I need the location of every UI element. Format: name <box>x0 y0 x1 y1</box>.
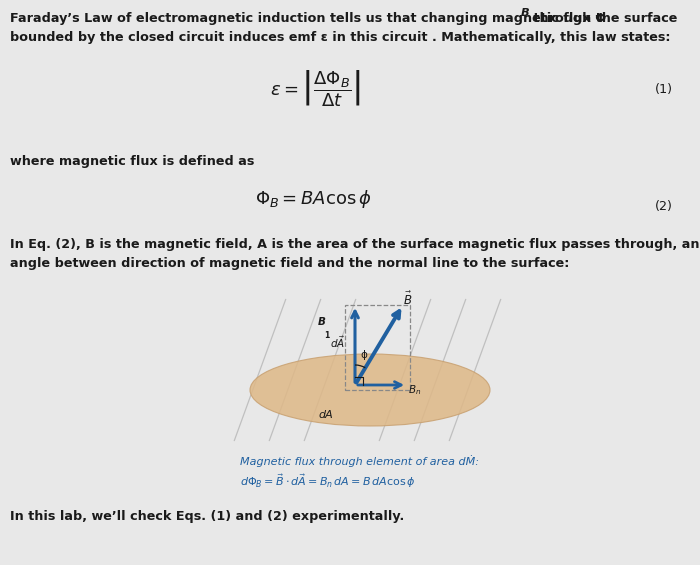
Text: $\varepsilon = \left|\dfrac{\Delta\Phi_B}{\Delta t}\right|$: $\varepsilon = \left|\dfrac{\Delta\Phi_B… <box>270 68 360 108</box>
Text: In Eq. (2), B is the magnetic field, A is the area of the surface magnetic flux : In Eq. (2), B is the magnetic field, A i… <box>10 238 700 251</box>
Text: (2): (2) <box>655 200 673 213</box>
Text: $d\vec{A}$: $d\vec{A}$ <box>330 334 345 350</box>
Text: $B_n$: $B_n$ <box>408 383 421 397</box>
Text: bounded by the closed circuit induces emf ε in this circuit . Mathematically, th: bounded by the closed circuit induces em… <box>10 31 671 44</box>
Bar <box>345 305 410 390</box>
Text: Magnetic flux through element of area dṀ:: Magnetic flux through element of area dṀ… <box>240 455 479 467</box>
Text: $\Phi_B = BA\cos\phi$: $\Phi_B = BA\cos\phi$ <box>255 188 372 210</box>
Text: angle between direction of magnetic field and the normal line to the surface:: angle between direction of magnetic fiel… <box>10 257 569 270</box>
Text: where magnetic flux is defined as: where magnetic flux is defined as <box>10 155 254 168</box>
Text: (1): (1) <box>655 83 673 96</box>
Text: B: B <box>318 317 326 327</box>
Text: Faraday’s Law of electromagnetic induction tells us that changing magnetic flux : Faraday’s Law of electromagnetic inducti… <box>10 12 606 25</box>
Text: $\vec{B}$: $\vec{B}$ <box>403 291 412 308</box>
Ellipse shape <box>250 354 490 426</box>
Text: dA: dA <box>318 410 332 420</box>
Text: through the surface: through the surface <box>529 12 678 25</box>
Text: ϕ: ϕ <box>360 350 367 360</box>
Text: 1: 1 <box>324 331 329 340</box>
Text: In this lab, we’ll check Eqs. (1) and (2) experimentally.: In this lab, we’ll check Eqs. (1) and (2… <box>10 510 405 523</box>
Text: B: B <box>521 8 530 18</box>
Text: $d\Phi_B = \vec{B}\cdot d\vec{A} = B_n\,dA = B\,dA\cos\phi$: $d\Phi_B = \vec{B}\cdot d\vec{A} = B_n\,… <box>240 472 416 490</box>
